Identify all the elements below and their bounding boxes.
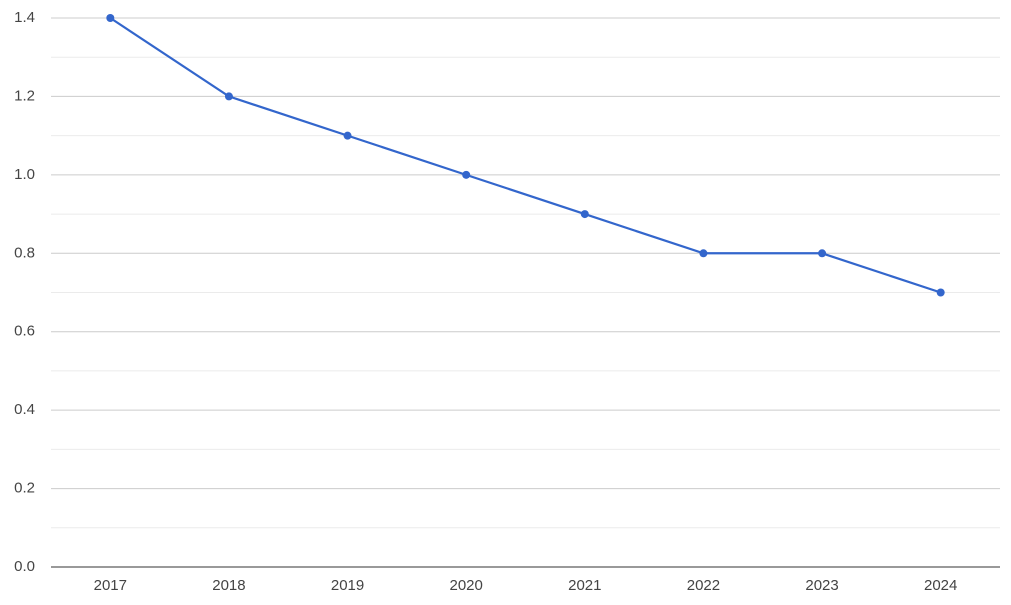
y-tick-label: 0.8 — [14, 244, 35, 261]
data-point — [106, 14, 115, 22]
x-tick-label: 2020 — [450, 577, 483, 594]
x-tick-label: 2018 — [212, 577, 245, 594]
data-point — [580, 210, 589, 219]
x-tick-label: 2023 — [805, 577, 838, 594]
y-tick-label: 0.6 — [14, 323, 35, 340]
x-tick-label: 2019 — [331, 577, 364, 594]
data-point — [699, 249, 708, 258]
data-point — [818, 249, 827, 258]
x-tick-label: 2021 — [568, 577, 601, 594]
data-point — [936, 288, 945, 297]
x-tick-label: 2017 — [94, 577, 127, 594]
x-tick-label: 2024 — [924, 577, 957, 594]
x-tick-label: 2022 — [687, 577, 720, 594]
data-point — [224, 92, 233, 101]
y-tick-label: 0.4 — [14, 401, 35, 418]
y-tick-label: 0.2 — [14, 480, 35, 497]
data-point — [462, 170, 471, 179]
y-tick-label: 1.4 — [14, 9, 35, 26]
data-point — [343, 131, 352, 140]
y-tick-label: 1.0 — [14, 166, 35, 183]
y-tick-label: 1.2 — [14, 87, 35, 104]
series-line — [109, 17, 942, 294]
y-tick-label: 0.0 — [14, 558, 35, 575]
